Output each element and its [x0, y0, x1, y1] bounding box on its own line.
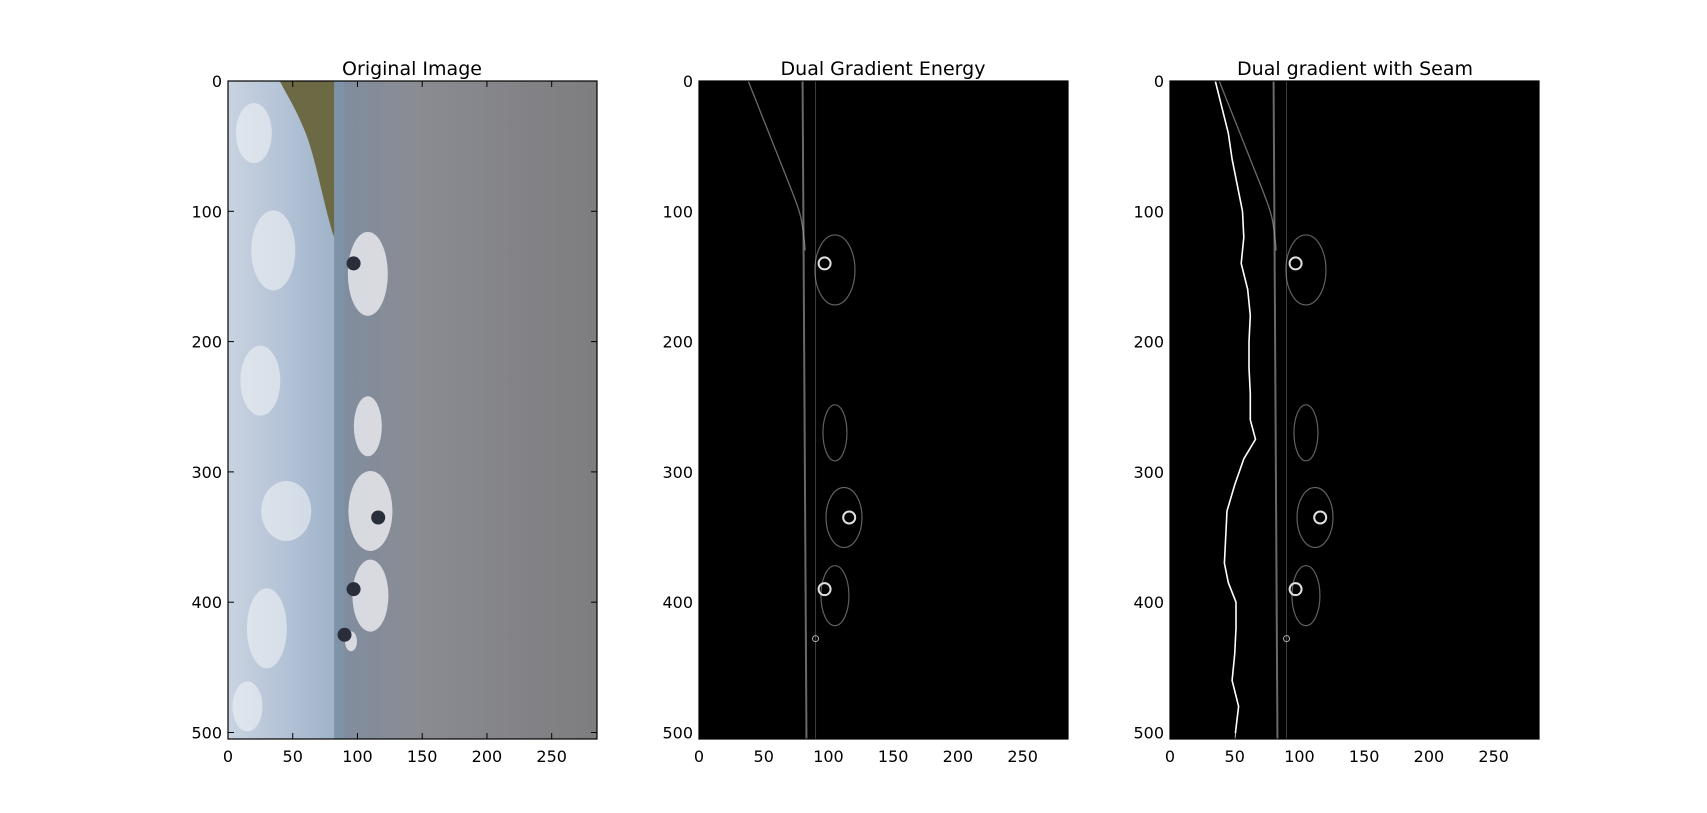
rider — [346, 256, 361, 271]
x-tick-label: 50 — [754, 747, 774, 766]
hill — [279, 81, 335, 238]
rider — [371, 510, 386, 525]
y-tick-label: 100 — [191, 202, 222, 221]
x-tick-label: 50 — [283, 747, 303, 766]
image-area — [228, 81, 597, 739]
wake-spray — [347, 231, 388, 316]
panel-title: Dual Gradient Energy — [781, 58, 986, 80]
y-tick-label: 200 — [662, 333, 693, 352]
y-tick-label: 300 — [1133, 463, 1164, 482]
panel-title: Dual gradient with Seam — [1237, 58, 1473, 80]
panel-dual-gradient-energy: Dual Gradient Energy 0 50 100 150 200 250 0 10… — [662, 58, 1069, 766]
axes-frame — [698, 80, 1069, 740]
cloud — [232, 681, 263, 732]
rider-edge — [817, 256, 832, 271]
wake-edge — [820, 565, 850, 627]
x-tick-label: 200 — [1414, 747, 1445, 766]
x-tick-label: 50 — [1225, 747, 1245, 766]
panel-original-image: Original Image 0 50 100 150 200 250 0 100 200 30… — [191, 58, 598, 766]
seam-line — [1214, 80, 1257, 740]
wake-spray — [352, 559, 389, 632]
wake-edge — [814, 234, 856, 306]
image-area — [1170, 80, 1539, 740]
y-tick-label: 0 — [212, 72, 222, 91]
panel-title: Original Image — [342, 58, 482, 80]
wake-edge — [1291, 565, 1321, 627]
x-axis: 0 50 100 150 200 250 — [694, 81, 1038, 766]
cloud — [240, 345, 281, 416]
horizon-edge — [801, 80, 808, 740]
rider-edge — [1288, 582, 1303, 597]
x-tick-label: 150 — [407, 747, 438, 766]
panel-dual-gradient-with-seam: Dual gradient with Seam 0 50 100 150 200 250 … — [1133, 58, 1540, 766]
wake-edge — [1296, 486, 1334, 549]
rider-edge — [1288, 256, 1303, 271]
x-tick-label: 200 — [943, 747, 974, 766]
rider-edge — [842, 510, 857, 525]
rider-edge — [1313, 510, 1328, 525]
y-tick-label: 0 — [683, 72, 693, 91]
x-tick-label: 150 — [878, 747, 909, 766]
x-tick-label: 250 — [1007, 747, 1038, 766]
cloud — [261, 480, 312, 541]
wake-spray — [348, 470, 393, 551]
wake-edge — [822, 404, 848, 462]
rider — [346, 582, 361, 597]
y-tick-label: 400 — [1133, 593, 1164, 612]
buoy-edge — [1283, 635, 1291, 643]
x-tick-label: 150 — [1349, 747, 1380, 766]
x-tick-label: 100 — [813, 747, 844, 766]
y-tick-label: 500 — [191, 723, 222, 742]
x-tick-label: 0 — [223, 747, 233, 766]
y-tick-label: 100 — [662, 202, 693, 221]
y-tick-label: 0 — [1154, 72, 1164, 91]
axes-frame — [227, 80, 598, 740]
x-tick-label: 100 — [342, 747, 373, 766]
wake-edge — [825, 486, 863, 549]
rider — [337, 627, 352, 642]
y-tick-label: 300 — [662, 463, 693, 482]
y-axis: 0 100 200 300 400 500 — [1133, 72, 1539, 742]
x-axis: 0 50 100 150 200 250 — [223, 81, 567, 766]
horizon-edge — [1272, 80, 1279, 740]
wake-spray — [353, 396, 382, 457]
energy-background — [1170, 81, 1539, 739]
y-tick-label: 400 — [191, 593, 222, 612]
x-tick-label: 250 — [1478, 747, 1509, 766]
wake-edge — [1285, 234, 1327, 306]
y-tick-label: 100 — [1133, 202, 1164, 221]
hill-edge — [1218, 80, 1277, 251]
y-tick-label: 500 — [662, 723, 693, 742]
horizon-strip — [334, 81, 345, 739]
image-area — [699, 80, 1068, 740]
y-tick-label: 400 — [662, 593, 693, 612]
x-tick-label: 0 — [694, 747, 704, 766]
wake-edge — [1293, 404, 1319, 462]
energy-background — [699, 81, 1068, 739]
cloud — [235, 103, 272, 164]
axes-frame — [1169, 80, 1540, 740]
y-axis: 0 100 200 300 400 500 — [662, 72, 1068, 742]
cloud — [251, 210, 296, 291]
y-tick-label: 200 — [1133, 333, 1164, 352]
x-tick-label: 0 — [1165, 747, 1175, 766]
hill-edge — [747, 80, 806, 251]
buoy-edge — [812, 635, 820, 643]
x-tick-label: 100 — [1284, 747, 1315, 766]
y-axis: 0 100 200 300 400 500 — [191, 72, 597, 742]
y-tick-label: 300 — [191, 463, 222, 482]
x-tick-label: 200 — [472, 747, 503, 766]
rider-edge — [817, 582, 832, 597]
y-tick-label: 500 — [1133, 723, 1164, 742]
y-tick-label: 200 — [191, 333, 222, 352]
x-tick-label: 250 — [536, 747, 567, 766]
cloud — [246, 588, 287, 669]
